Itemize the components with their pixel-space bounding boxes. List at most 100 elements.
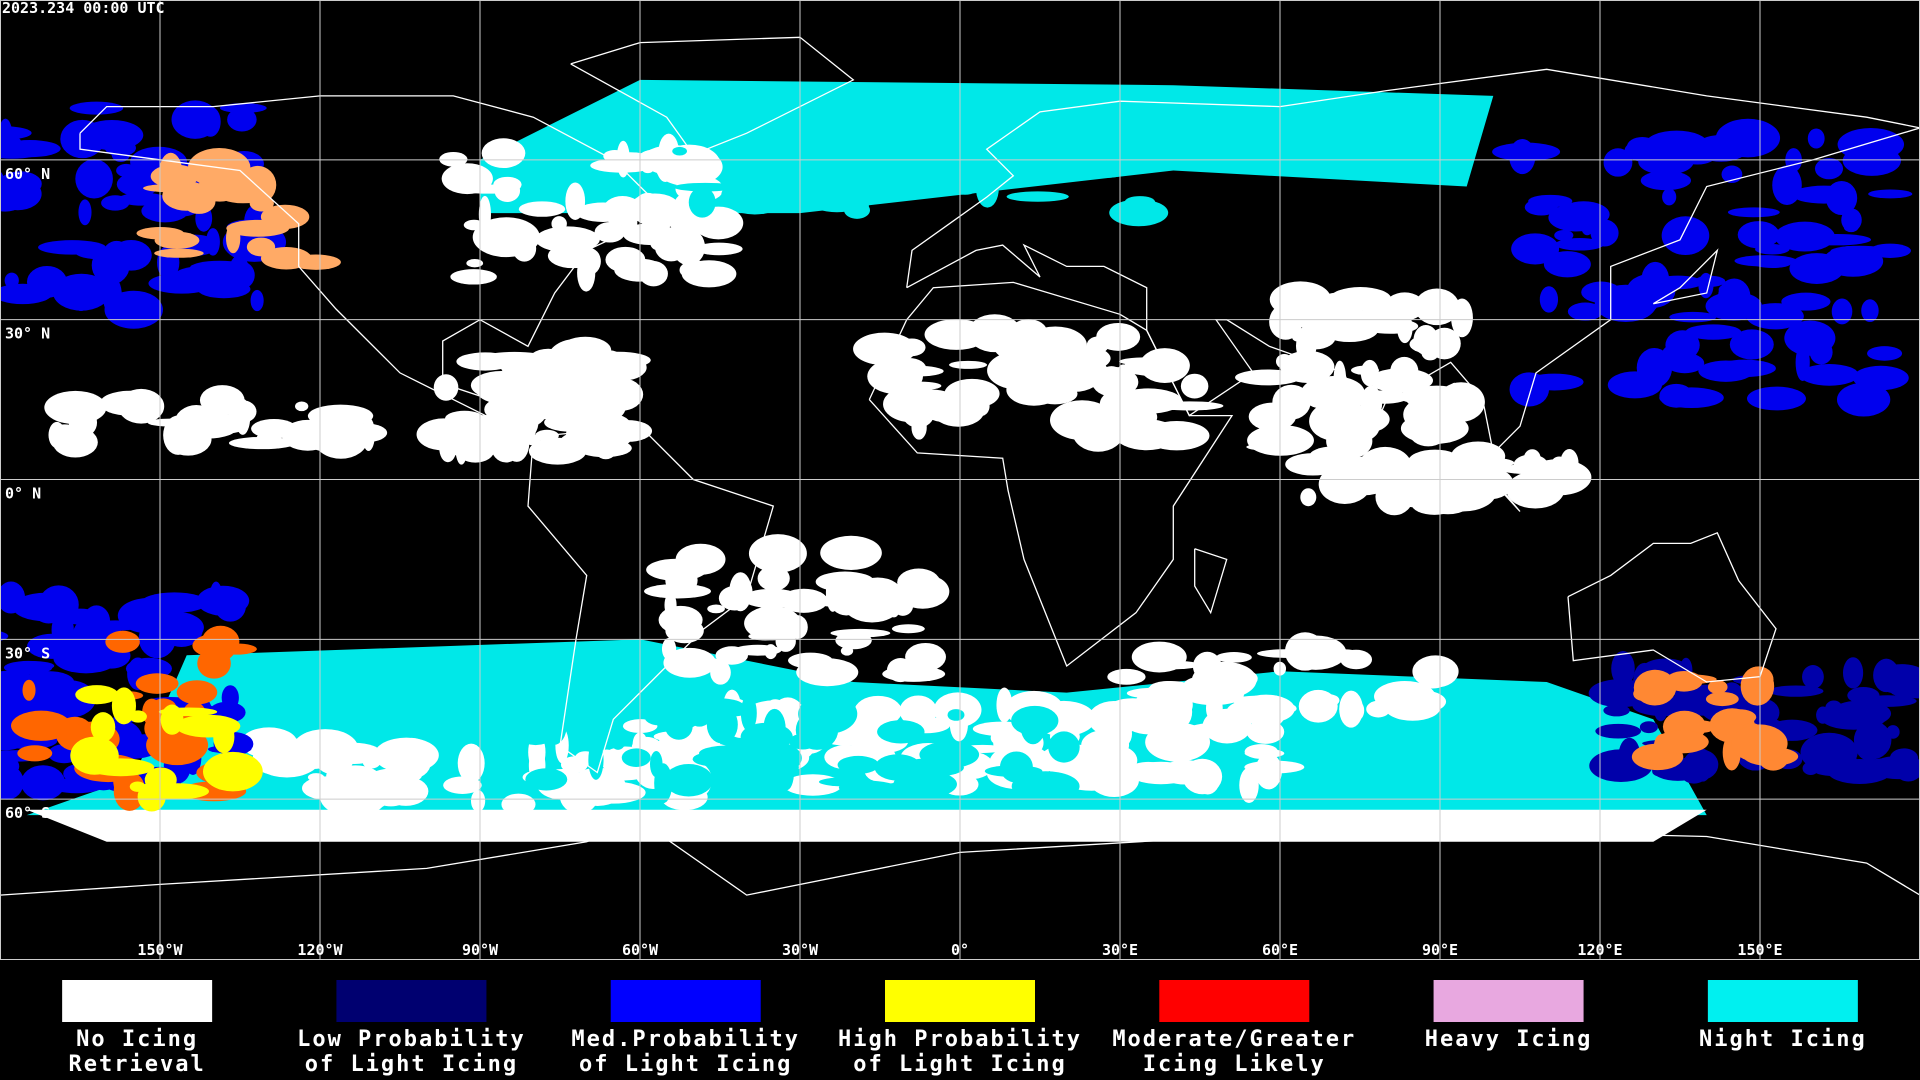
cloud-patch: [840, 646, 854, 656]
cloud-patch: [1114, 388, 1183, 414]
cloud-patch: [660, 704, 685, 731]
cloud-patch: [1889, 748, 1919, 769]
timestamp: 2023.234 00:00 UTC: [2, 0, 165, 17]
cloud-patch: [897, 568, 941, 597]
cloud-patch: [838, 780, 897, 795]
cloud-patch: [1280, 350, 1335, 383]
cloud-patch: [877, 720, 925, 744]
cloud-patch: [1836, 249, 1867, 272]
cloud-patch: [1836, 382, 1891, 417]
cloud-patch: [0, 631, 9, 641]
cloud-patch: [707, 604, 725, 614]
cloud-patch: [1107, 668, 1146, 685]
cloud-patch: [690, 702, 754, 718]
longitude-label: 30°W: [782, 941, 819, 959]
cloud-patch: [1098, 120, 1137, 141]
cloud-patch: [540, 705, 567, 746]
cloud-patch: [1603, 704, 1630, 717]
cloud-patch: [893, 770, 957, 798]
cloud-patch: [1557, 201, 1610, 228]
cloud-patch: [1144, 420, 1210, 451]
cloud-patch: [524, 348, 572, 385]
cloud-patch: [205, 636, 236, 662]
cloud-patch: [902, 398, 935, 428]
cloud-patch: [158, 707, 218, 717]
legend-swatch: [1433, 980, 1584, 1022]
cloud-patch: [1366, 700, 1391, 718]
cloud-patch: [1011, 705, 1059, 736]
cloud-patch: [1800, 732, 1858, 773]
longitude-label: 150°W: [137, 941, 183, 959]
cloud-patch: [1852, 365, 1909, 391]
coastline: [1466, 452, 1521, 512]
cloud-patch: [1006, 191, 1069, 202]
cloud-patch: [591, 353, 616, 380]
cloud-patch: [589, 767, 649, 781]
cloud-patch: [48, 421, 66, 449]
cloud-patch: [1078, 747, 1111, 782]
cloud-patch: [788, 652, 833, 669]
cloud-patch: [621, 748, 651, 767]
cloud-patch: [466, 259, 484, 268]
cloud-patch: [688, 187, 716, 218]
cloud-patch: [1420, 678, 1445, 689]
cloud-patch: [733, 644, 782, 656]
cloud-patch: [673, 182, 737, 192]
legend-swatch: [336, 980, 487, 1022]
cloud-patch: [1428, 327, 1461, 360]
cloud-patch: [1861, 299, 1879, 323]
cloud-patch: [702, 100, 759, 125]
cloud-patch: [385, 745, 431, 780]
legend-label: of Light Icing: [853, 1052, 1066, 1077]
legend-swatch: [1159, 980, 1310, 1022]
cloud-patch: [4, 272, 19, 289]
cloud-patch: [1799, 364, 1859, 386]
cloud-patch: [75, 685, 119, 705]
coastline: [868, 281, 1234, 668]
cloud-patch: [494, 179, 521, 203]
coastline: [527, 425, 775, 774]
cloud-patch: [129, 710, 147, 723]
cloud-patch: [742, 588, 802, 609]
cloud-patch: [101, 195, 130, 211]
cloud-patch: [343, 774, 375, 801]
cloud-patch: [1789, 253, 1845, 284]
cloud-patch: [1001, 361, 1017, 379]
cloud-patch: [947, 709, 965, 721]
longitude-label: 30°E: [1102, 941, 1138, 959]
latitude-label: 30° N: [5, 325, 50, 343]
cloud-patch: [820, 535, 882, 570]
cloud-patch: [1384, 292, 1425, 321]
cloud-patch: [481, 138, 526, 169]
cloud-patch: [69, 101, 124, 115]
cloud-patch: [1590, 219, 1619, 247]
cloud-patch: [1080, 419, 1103, 433]
cloud-patch: [0, 755, 20, 777]
cloud-patch: [1807, 128, 1825, 149]
cloud-patch: [1693, 748, 1712, 782]
latitude-label: 30° S: [5, 644, 50, 662]
cloud-patch: [104, 139, 137, 157]
cloud-patch: [932, 394, 985, 427]
cloud-patch: [1011, 771, 1080, 802]
cloud-patch: [734, 753, 799, 782]
cloud-patch: [9, 660, 55, 671]
cloud-patch: [38, 240, 106, 255]
cloud-patch: [105, 630, 140, 653]
cloud-patch: [1554, 229, 1574, 241]
cloud-patch: [1662, 188, 1677, 206]
cloud-patch: [75, 159, 113, 199]
cloud-patch: [1215, 652, 1252, 663]
cloud-patch: [1611, 651, 1635, 687]
cloud-patch: [1843, 222, 1859, 233]
cloud-patch: [594, 221, 626, 243]
cloud-patch: [225, 223, 241, 254]
cloud-patch: [227, 400, 257, 424]
cloud-patch: [988, 134, 1022, 162]
cloud-layer: [0, 79, 1920, 842]
cloud-patch: [1180, 373, 1209, 399]
coastline: [0, 819, 1920, 896]
cloud-patch: [1746, 303, 1804, 330]
cloud-patch: [260, 204, 310, 229]
